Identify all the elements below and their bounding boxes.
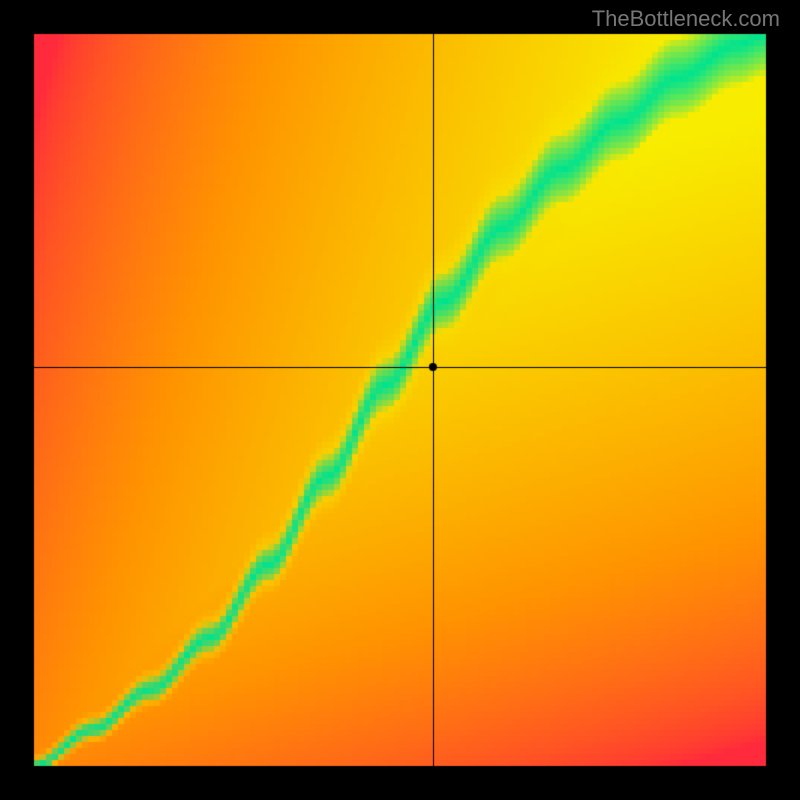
chart-container: TheBottleneck.com	[0, 0, 800, 800]
watermark-text: TheBottleneck.com	[592, 6, 780, 32]
bottleneck-heatmap	[0, 0, 800, 800]
